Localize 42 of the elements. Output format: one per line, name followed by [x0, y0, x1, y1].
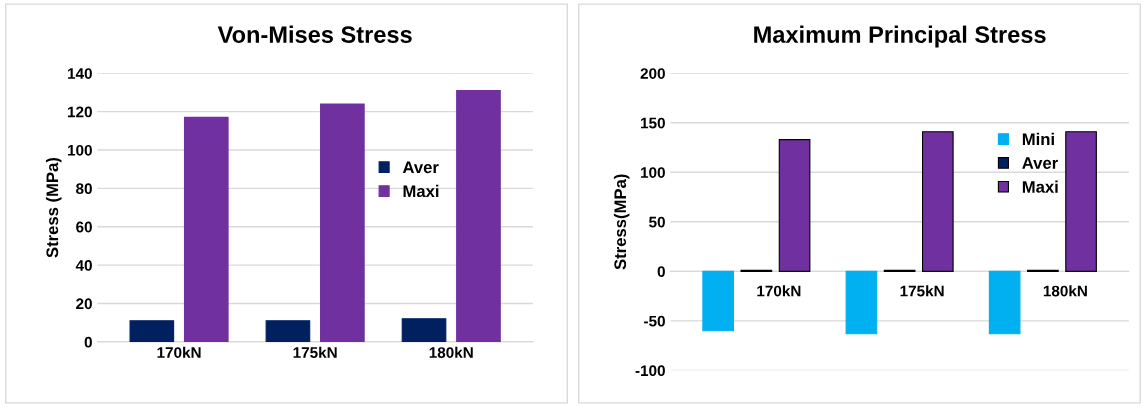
x-tick-label: 170kN [757, 285, 801, 297]
bar [129, 320, 175, 342]
y-axis-title: Stress(MPa) [613, 174, 630, 270]
bar [401, 318, 447, 342]
y-tick-label: 120 [68, 106, 92, 118]
y-tick-label: 0 [84, 336, 92, 348]
y-tick-label: 200 [640, 68, 665, 79]
bar [1065, 131, 1097, 272]
legend-label: Mini [1022, 132, 1054, 145]
y-tick-label: 50 [649, 216, 665, 228]
legend-label: Maxi [403, 184, 439, 198]
y-tick-label: 20 [76, 298, 92, 310]
y-tick-label: 40 [75, 260, 92, 271]
bar [778, 139, 811, 272]
chart-title: Von-Mises Stress [217, 25, 412, 43]
legend-label: Aver [402, 161, 439, 174]
y-tick-label: 100 [68, 144, 92, 156]
bar [845, 270, 878, 335]
y-tick-label: 60 [76, 221, 92, 233]
x-tick-label: 175kN [900, 285, 944, 297]
bar [183, 116, 229, 342]
legend-label: Aver [1022, 157, 1058, 169]
bar [265, 320, 311, 342]
x-tick-label: 180kN [1043, 285, 1087, 297]
y-tick-label: -100 [635, 365, 665, 377]
y-tick-label: 80 [76, 183, 92, 195]
bar [702, 270, 734, 332]
bar [320, 103, 365, 342]
chart-title: Maximum Principal Stress [754, 25, 1046, 48]
y-tick-label: 150 [641, 117, 665, 129]
y-axis-title: Stress (MPa) [45, 157, 62, 258]
x-tick-label: 175kN [293, 346, 337, 358]
x-tick-label: 170kN [157, 346, 201, 358]
legend-label: Maxi [1022, 180, 1058, 193]
bar [988, 270, 1021, 335]
y-tick-label: 0 [657, 266, 665, 278]
bar [921, 131, 954, 272]
y-tick-label: 100 [641, 167, 665, 178]
bar [456, 89, 501, 342]
y-tick-label: -50 [644, 315, 665, 327]
y-tick-label: 140 [68, 68, 92, 79]
x-tick-label: 180kN [429, 346, 473, 358]
